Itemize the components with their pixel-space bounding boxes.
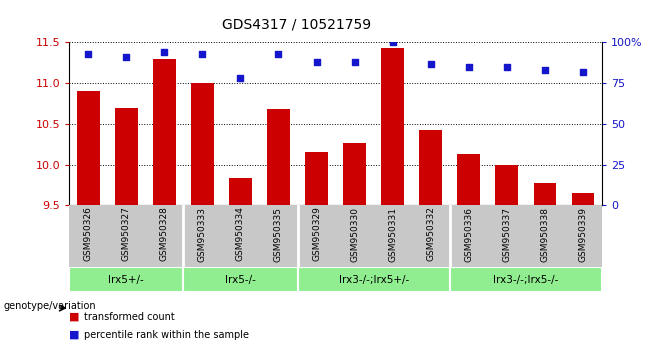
- Text: GSM950339: GSM950339: [578, 207, 588, 262]
- Text: GSM950332: GSM950332: [426, 207, 435, 262]
- Bar: [69, 267, 184, 292]
- Text: lrx5+/-: lrx5+/-: [109, 275, 144, 285]
- Point: [311, 59, 322, 65]
- Point: [273, 51, 284, 57]
- Bar: [305, 153, 328, 205]
- Text: GSM950331: GSM950331: [388, 207, 397, 262]
- Point: [501, 64, 512, 70]
- Point: [426, 61, 436, 67]
- Bar: [495, 165, 519, 205]
- Point: [197, 51, 208, 57]
- Bar: [534, 183, 557, 205]
- Bar: [343, 143, 366, 205]
- Text: GSM950326: GSM950326: [84, 207, 93, 262]
- Text: ■: ■: [69, 312, 80, 322]
- Text: genotype/variation: genotype/variation: [3, 301, 96, 311]
- Text: GSM950327: GSM950327: [122, 207, 131, 262]
- Bar: [229, 178, 252, 205]
- Text: ■: ■: [69, 330, 80, 339]
- Point: [578, 69, 588, 75]
- Text: GSM950338: GSM950338: [540, 207, 549, 262]
- Text: GSM950329: GSM950329: [312, 207, 321, 262]
- Point: [540, 67, 550, 73]
- Bar: [267, 109, 290, 205]
- Bar: [572, 193, 594, 205]
- Text: GSM950328: GSM950328: [160, 207, 168, 262]
- Point: [121, 54, 132, 60]
- Bar: [381, 48, 404, 205]
- Point: [388, 40, 398, 45]
- Bar: [297, 267, 450, 292]
- Point: [159, 50, 170, 55]
- Bar: [419, 130, 442, 205]
- Bar: [184, 267, 297, 292]
- Text: GSM950333: GSM950333: [198, 207, 207, 262]
- Text: GSM950336: GSM950336: [465, 207, 473, 262]
- Text: GSM950330: GSM950330: [350, 207, 359, 262]
- Point: [83, 51, 93, 57]
- Text: GSM950337: GSM950337: [503, 207, 511, 262]
- Text: lrx3-/-;lrx5-/-: lrx3-/-;lrx5-/-: [494, 275, 559, 285]
- Text: lrx3-/-;lrx5+/-: lrx3-/-;lrx5+/-: [338, 275, 409, 285]
- Bar: [77, 91, 99, 205]
- Bar: [450, 267, 602, 292]
- Point: [235, 75, 245, 81]
- Text: GDS4317 / 10521759: GDS4317 / 10521759: [222, 18, 370, 32]
- Point: [349, 59, 360, 65]
- Text: GSM950334: GSM950334: [236, 207, 245, 262]
- Bar: [457, 154, 480, 205]
- Text: lrx5-/-: lrx5-/-: [225, 275, 256, 285]
- Bar: [114, 108, 138, 205]
- Text: percentile rank within the sample: percentile rank within the sample: [84, 330, 249, 339]
- Text: transformed count: transformed count: [84, 312, 174, 322]
- Bar: [153, 59, 176, 205]
- Text: GSM950335: GSM950335: [274, 207, 283, 262]
- Bar: [191, 83, 214, 205]
- Point: [463, 64, 474, 70]
